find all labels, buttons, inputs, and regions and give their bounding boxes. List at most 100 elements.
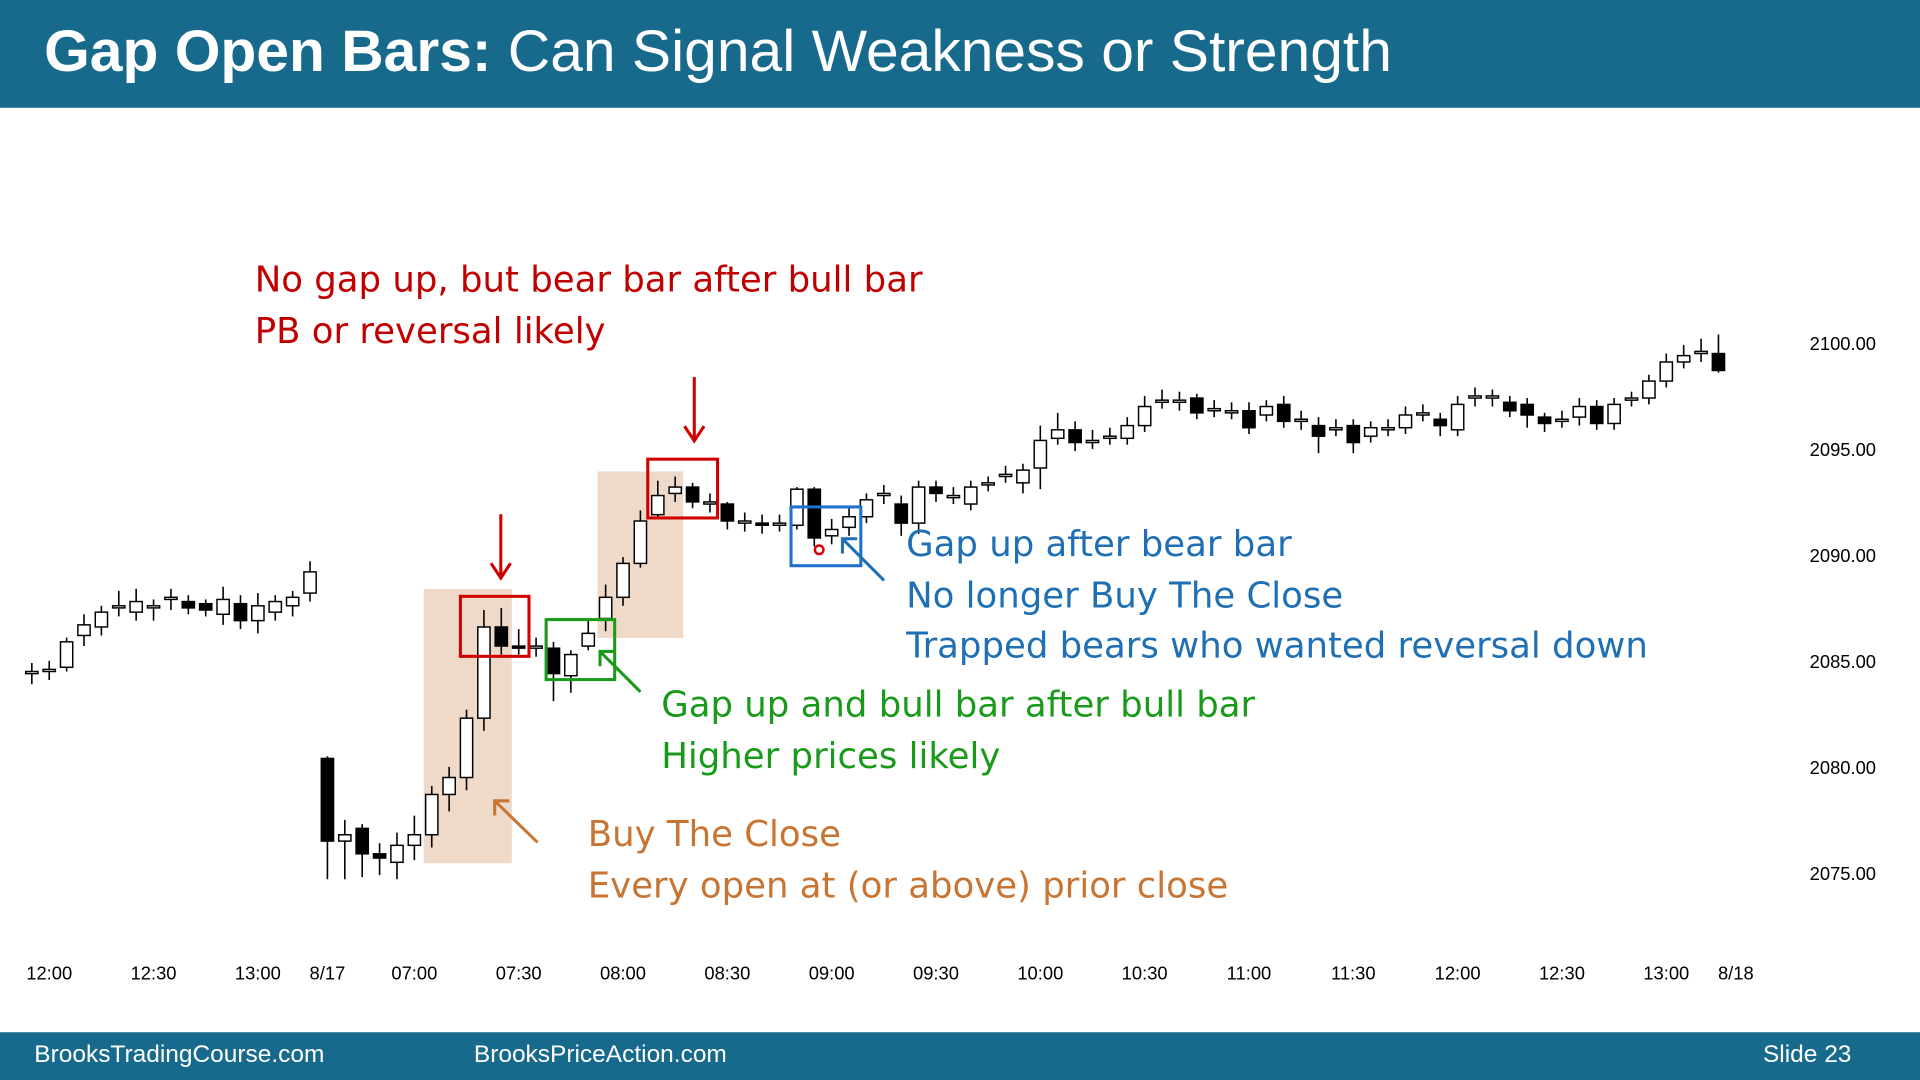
candle-body [1676, 354, 1691, 363]
candle-body [1624, 397, 1639, 401]
slide-title: Gap Open Bars: Can Signal Weakness or St… [44, 19, 1392, 84]
candle-body [216, 598, 230, 616]
candle-body [1468, 395, 1482, 399]
candle-body [824, 528, 839, 537]
x-tick-label: 13:00 [1643, 963, 1689, 984]
footer-band [0, 1032, 1920, 1080]
candle-body [42, 668, 57, 673]
candle-body [616, 562, 630, 599]
candle-body [1120, 424, 1135, 440]
candle-body [685, 486, 700, 503]
candle-body [1502, 401, 1517, 412]
candle-body [1450, 403, 1465, 431]
candle-body [1485, 395, 1500, 399]
candle-body [842, 516, 856, 529]
candle-body [1172, 399, 1187, 404]
candle-body [772, 522, 787, 526]
annotation-line: Gap up and bull bar after bull bar [661, 684, 1255, 725]
annotation-line: Buy The Close [588, 814, 841, 855]
x-tick-label: 10:00 [1017, 963, 1063, 984]
candle-body [963, 486, 978, 505]
annotation-line: No longer Buy The Close [906, 575, 1343, 616]
candle-body [633, 520, 648, 565]
annotations: No gap up, but bear bar after bull bar P… [255, 259, 1648, 906]
candle-body [546, 647, 561, 675]
y-tick-label: 2095.00 [1810, 439, 1876, 460]
candle-body [1607, 403, 1621, 425]
y-tick-label: 2080.00 [1810, 757, 1876, 778]
candle-body [198, 602, 213, 611]
candle-body [1155, 399, 1169, 404]
candle-body [129, 600, 144, 613]
x-tick-label: 11:30 [1331, 963, 1376, 984]
y-tick-label: 2090.00 [1810, 545, 1876, 566]
candle-body [181, 600, 196, 609]
axes: 2075.00 2080.00 2085.00 2090.00 2095.00 2100.… [26, 333, 1876, 984]
candle-body [320, 757, 335, 842]
box-red [646, 457, 720, 520]
candle-body [598, 596, 613, 620]
candle-body [998, 473, 1013, 478]
candle-body [303, 571, 317, 594]
candle-body [1137, 405, 1152, 427]
candle-body [511, 645, 526, 649]
x-tick-label: 8/18 [1718, 963, 1754, 984]
candle-body [1589, 405, 1604, 425]
header-band [0, 0, 1920, 108]
candle-body [442, 776, 456, 796]
x-tick-label: 07:00 [391, 963, 437, 984]
candle-body [59, 641, 74, 669]
x-tick-label: 11:00 [1227, 963, 1272, 984]
candle-body [1033, 439, 1048, 469]
candle-body [355, 827, 370, 855]
candle-body [94, 611, 109, 628]
x-tick-label: 09:00 [809, 963, 855, 984]
candle-body [1311, 424, 1326, 437]
candle-body [111, 605, 126, 609]
candle-body [981, 482, 996, 486]
candle-body [1555, 418, 1569, 423]
candle-body [251, 605, 265, 622]
candle-body [1242, 410, 1256, 429]
x-tick-label: 07:30 [496, 963, 542, 984]
annotation-line: Gap up after bear bar [906, 524, 1292, 565]
annotation-line: Higher prices likely [661, 736, 1000, 777]
candle-body [1103, 435, 1117, 440]
annotation-line: PB or reversal likely [255, 311, 606, 352]
candle-body [581, 632, 596, 647]
x-tick-label: 12:30 [131, 963, 177, 984]
candle-body [1537, 416, 1552, 425]
candle-body [1050, 429, 1065, 440]
x-tick-label: 08:30 [704, 963, 750, 984]
arrow-green [598, 649, 642, 693]
candle-body [1224, 410, 1239, 414]
candle-body [894, 503, 909, 524]
x-tick-label: 12:00 [26, 963, 72, 984]
x-tick-label: 8/17 [310, 963, 346, 984]
candle-body [1642, 380, 1656, 399]
candle-body [650, 494, 665, 516]
candle-body [390, 844, 404, 864]
candle-body [755, 522, 769, 526]
candle-body [164, 596, 178, 601]
candle-body [337, 834, 352, 842]
candle-body [1363, 426, 1378, 437]
candle-body [1346, 424, 1361, 444]
x-tick-label: 12:30 [1539, 963, 1585, 984]
x-tick-label: 12:00 [1435, 963, 1481, 984]
candle-body [1711, 352, 1726, 372]
candle-body [1259, 405, 1274, 416]
candle-body [1016, 469, 1030, 484]
candles [24, 334, 1726, 880]
candle-body [1329, 426, 1343, 431]
candle-body [407, 834, 422, 847]
x-tick-label: 09:30 [913, 963, 959, 984]
candle-body [911, 486, 926, 524]
x-tick-label: 08:00 [600, 963, 646, 984]
candle-body [24, 670, 39, 675]
footer-center: BrooksPriceAction.com [474, 1041, 727, 1068]
candle-body [929, 486, 943, 495]
y-tick-label: 2075.00 [1810, 863, 1876, 884]
footer-right: Slide 23 [1763, 1041, 1851, 1068]
